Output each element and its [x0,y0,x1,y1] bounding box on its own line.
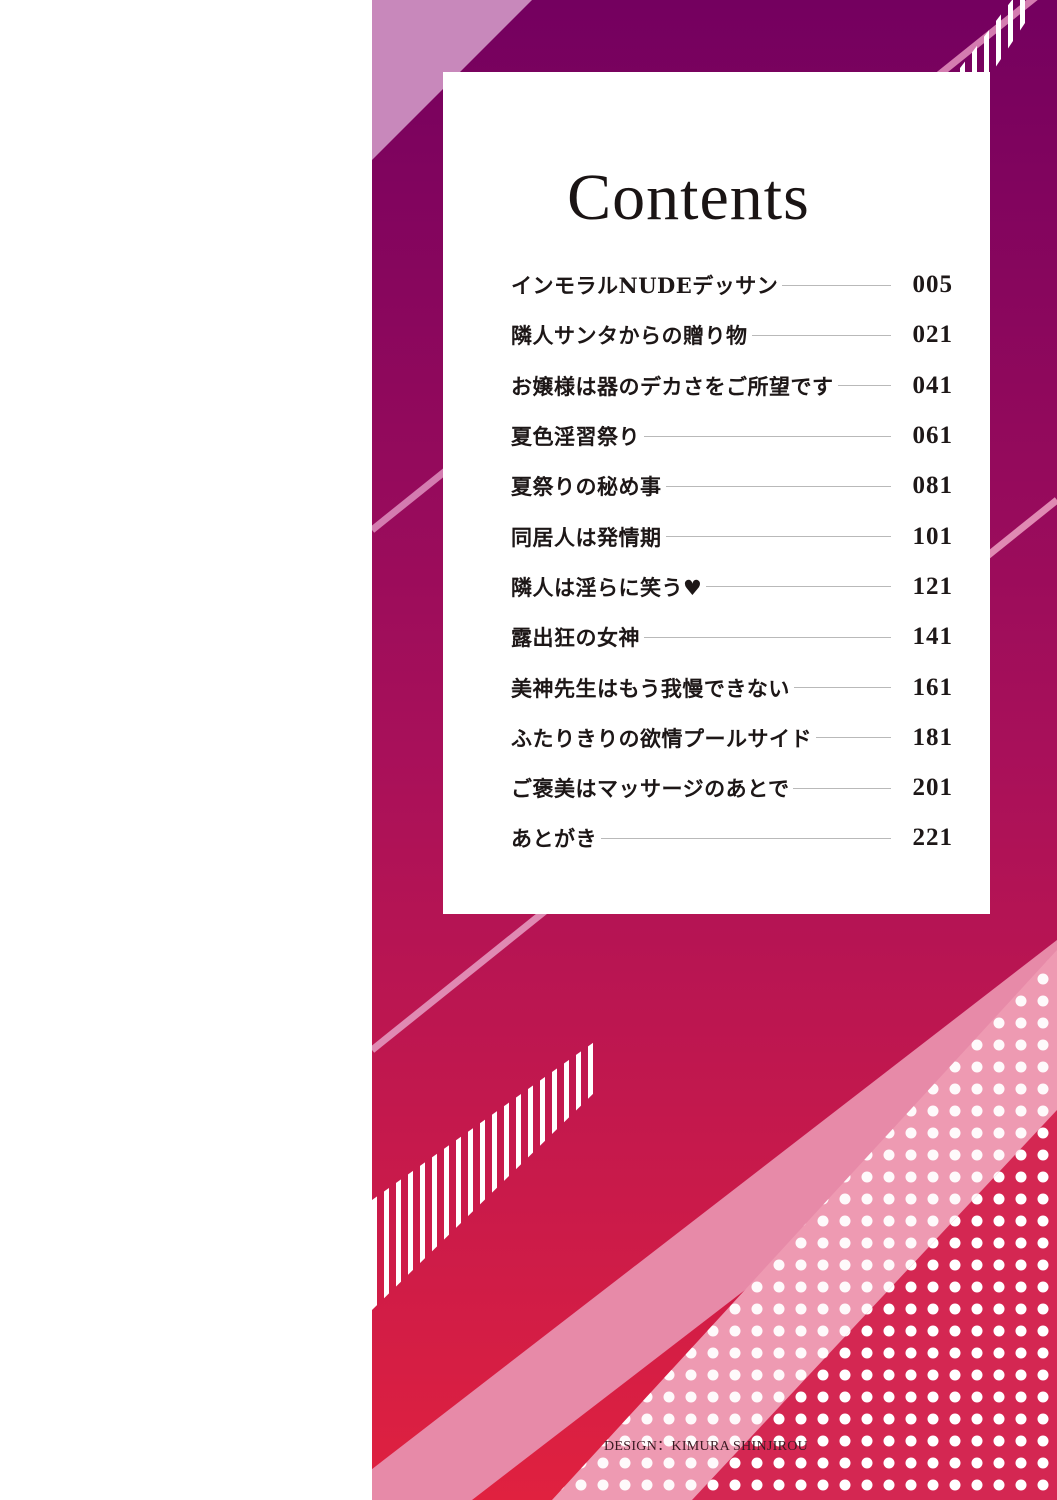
entry-page: 121 [912,572,953,600]
leader-line [816,737,891,739]
toc-entry[interactable]: インモラルNUDEデッサン 005 [511,260,953,310]
toc-entry[interactable]: 夏祭りの秘め事 081 [511,461,953,511]
toc-entry[interactable]: ご褒美はマッサージのあとで 201 [511,763,953,813]
toc-entry[interactable]: 露出狂の女神 141 [511,612,953,662]
design-credit: DESIGN：KIMURA SHINJIROU [604,1439,809,1454]
entry-page: 021 [912,321,953,349]
entry-title: 夏祭りの秘め事 [511,474,662,500]
leader-line [782,284,891,286]
leader-line [665,536,891,538]
table-of-contents: インモラルNUDEデッサン 005 隣人サンタからの贈り物 021 お嬢様は器のデカさを… [511,260,953,864]
entry-title: 同居人は発情期 [511,524,662,550]
contents-card: Contents インモラルNUDEデッサン 005 隣人サンタからの贈り物 021 お… [443,72,990,914]
entry-page: 005 [912,271,953,299]
entry-title: 隣人サンタからの贈り物 [511,323,748,349]
toc-entry[interactable]: 夏色淫習祭り 061 [511,411,953,461]
entry-title: 美神先生はもう我慢できない [511,675,790,701]
leader-line [793,787,891,789]
entry-page: 201 [912,774,953,802]
toc-entry[interactable]: 同居人は発情期 101 [511,511,953,561]
entry-title: ご褒美はマッサージのあとで [511,776,790,802]
entry-title: お嬢様は器のデカさをご所望です [511,373,834,399]
entry-title: ふたりきりの欲情プールサイド [511,725,812,751]
leader-line [793,687,891,689]
leader-line [665,485,891,487]
leader-line [644,435,891,437]
toc-entry[interactable]: 隣人サンタからの贈り物 021 [511,310,953,360]
entry-page: 061 [912,422,953,450]
entry-title: 露出狂の女神 [511,625,640,651]
toc-entry[interactable]: お嬢様は器のデカさをご所望です 041 [511,361,953,411]
toc-entry[interactable]: あとがき 221 [511,813,953,863]
leader-line [644,636,891,638]
page-title: Contents [567,161,810,234]
leader-line [837,385,891,387]
entry-title: 夏色淫習祭り [511,424,640,450]
entry-page: 221 [912,824,953,852]
entry-page: 041 [912,371,953,399]
leader-line [601,837,891,839]
toc-entry[interactable]: 隣人は淫らに笑う♥ 121 [511,562,953,612]
entry-page: 081 [912,472,953,500]
leader-line [706,586,891,588]
entry-title: インモラルNUDEデッサン [511,273,779,299]
leader-line [751,334,891,336]
toc-entry[interactable]: ふたりきりの欲情プールサイド 181 [511,713,953,763]
entry-title: 隣人は淫らに笑う♥ [511,574,703,600]
entry-page: 141 [912,623,953,651]
entry-page: 161 [912,673,953,701]
entry-page: 101 [912,522,953,550]
entry-page: 181 [912,723,953,751]
entry-title: あとがき [511,826,597,852]
toc-entry[interactable]: 美神先生はもう我慢できない 161 [511,662,953,712]
